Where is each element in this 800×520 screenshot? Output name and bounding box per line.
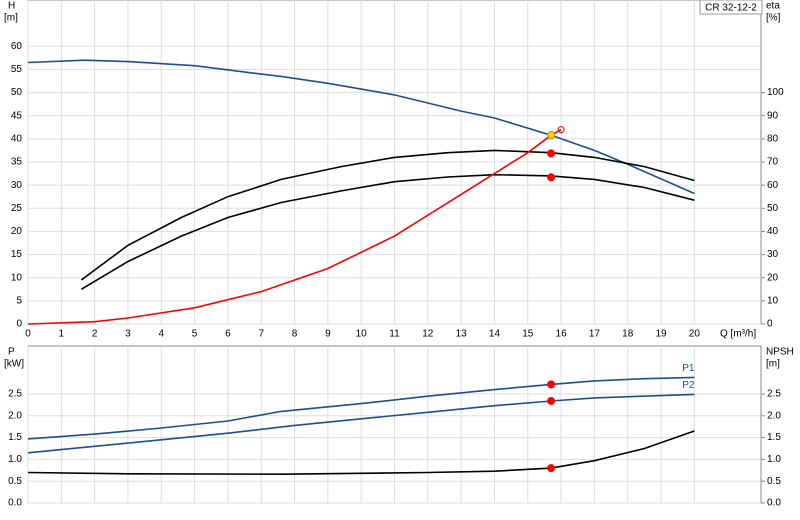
y2-axis-unit: [m] [766,359,780,370]
y-tick-label: 5 [16,295,22,306]
y2-tick-label: 2.5 [767,389,781,400]
y-axis-label: P [8,347,15,358]
x-tick-label: 7 [258,329,264,340]
curve [80,173,695,290]
x-tick-label: 1 [59,329,65,340]
x-tick-label: 10 [356,329,368,340]
x-tick-label: 17 [589,329,601,340]
y2-tick-label: 0.0 [767,498,781,509]
y2-tick-label: 60 [767,180,779,191]
operating-point [547,464,556,473]
curve [27,128,562,325]
x-tick-label: 9 [325,329,331,340]
y-tick-label: 0 [16,319,22,330]
y-tick-label: 2.5 [8,389,22,400]
y-tick-label: 60 [11,41,23,52]
y2-tick-label: 100 [767,87,784,98]
y-tick-label: 0.0 [8,498,22,509]
y2-tick-label: 90 [767,110,779,121]
y2-tick-label: 80 [767,133,779,144]
curve [27,430,695,476]
y-axis-unit: [m] [4,13,18,24]
y-tick-label: 25 [11,203,23,214]
y-tick-label: 50 [11,87,23,98]
operating-point [547,131,556,140]
x-tick-label: 6 [225,329,231,340]
x-tick-label: 14 [489,329,501,340]
y2-tick-label: 70 [767,157,779,168]
curve [27,393,695,454]
x-tick-label: 8 [292,329,298,340]
x-tick-label: 19 [655,329,667,340]
y-tick-label: 55 [11,64,23,75]
y2-tick-label: 40 [767,226,779,237]
label-box [699,0,763,15]
x-tick-label: 15 [522,329,534,340]
y2-tick-label: 0 [767,319,773,330]
y2-tick-label: 20 [767,272,779,283]
x-tick-label: 11 [389,329,400,340]
x-tick-label: 16 [556,329,568,340]
curve [27,59,695,195]
y-tick-label: 1.5 [8,432,22,443]
y2-tick-label: 50 [767,203,779,214]
x-tick-label: 20 [689,329,701,340]
y2-axis-label: eta [766,1,780,12]
x-tick-label: 2 [92,329,98,340]
y2-tick-label: 0.5 [767,476,781,487]
y-tick-label: 30 [11,180,23,191]
pump-label: CR 32-12-2 [705,3,757,14]
x-tick-label: 5 [192,329,198,340]
y2-tick-label: 1.5 [767,432,781,443]
x-tick-label: 3 [125,329,131,340]
y-axis-unit: [kW] [4,359,24,370]
x-tick-label: 12 [422,329,434,340]
y-tick-label: 45 [11,110,23,121]
y2-axis-unit: [%] [766,13,781,24]
y2-tick-label: 10 [767,295,779,306]
curve-end [557,126,565,134]
y2-axis-label: NPSH [766,347,794,358]
y2-tick-label: 1.0 [767,454,781,465]
x-tick-label: 18 [622,329,634,340]
y2-tick-label: 2.0 [767,410,781,421]
series-label: P1 [682,363,695,374]
curve [27,376,695,440]
y-tick-label: 1.0 [8,454,22,465]
y-tick-label: 10 [11,272,23,283]
operating-point [547,396,556,405]
operating-point [547,380,556,389]
series-label: P2 [682,380,695,391]
operating-point [547,173,556,182]
y-tick-label: 40 [11,133,23,144]
operating-point [547,149,556,158]
curve [80,149,695,281]
y-tick-label: 0.5 [8,476,22,487]
y-tick-label: 15 [11,249,23,260]
y-axis-label: H [8,1,15,12]
x-tick-label: 4 [158,329,164,340]
y-tick-label: 20 [11,226,23,237]
y-tick-label: 2.0 [8,410,22,421]
x-tick-label: 0 [25,329,31,340]
y2-tick-label: 30 [767,249,779,260]
y-tick-label: 35 [11,157,23,168]
x-axis-label: Q [m³/h] [720,329,756,340]
x-tick-label: 13 [456,329,468,340]
